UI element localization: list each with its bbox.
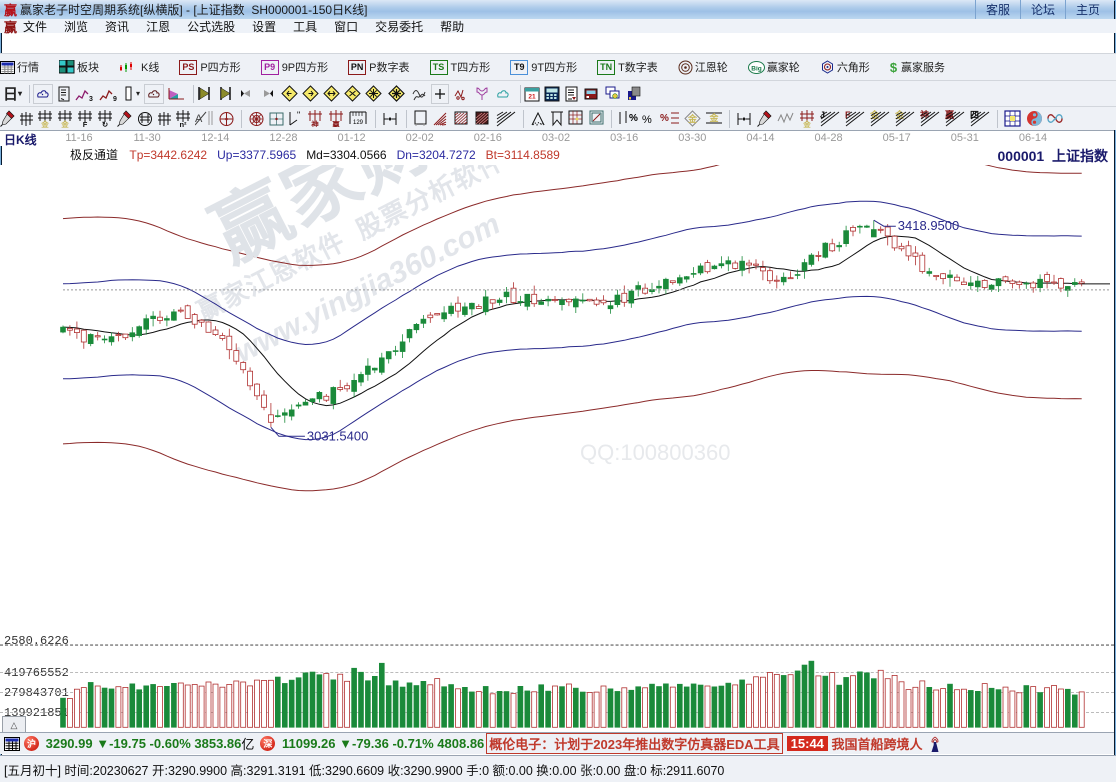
svg-text:%: % [629, 113, 638, 124]
svg-text:神: 神 [311, 119, 319, 127]
svg-text:↻: ↻ [102, 120, 109, 128]
svg-text:金: 金 [687, 113, 698, 124]
svg-text:3: 3 [89, 96, 93, 102]
svg-text:F: F [83, 120, 88, 128]
svg-text:3031.5400: 3031.5400 [307, 428, 368, 443]
svg-text:Big: Big [751, 65, 762, 72]
svg-text:赢: 赢 [332, 119, 340, 127]
svg-text:3418.9500: 3418.9500 [898, 218, 959, 233]
svg-text:金: 金 [40, 119, 49, 128]
svg-text:21: 21 [528, 93, 536, 100]
svg-text:金: 金 [708, 112, 719, 123]
svg-text:n²: n² [179, 120, 187, 128]
svg-text:129: 129 [353, 120, 364, 126]
svg-text:金: 金 [894, 110, 905, 120]
svg-text:金: 金 [60, 119, 69, 128]
svg-text:金: 金 [802, 119, 811, 128]
svg-text:金: 金 [869, 110, 880, 120]
svg-text:9: 9 [113, 96, 117, 102]
svg-text:%: % [660, 113, 669, 124]
svg-text:%: % [642, 114, 652, 126]
svg-text:": " [297, 110, 300, 120]
